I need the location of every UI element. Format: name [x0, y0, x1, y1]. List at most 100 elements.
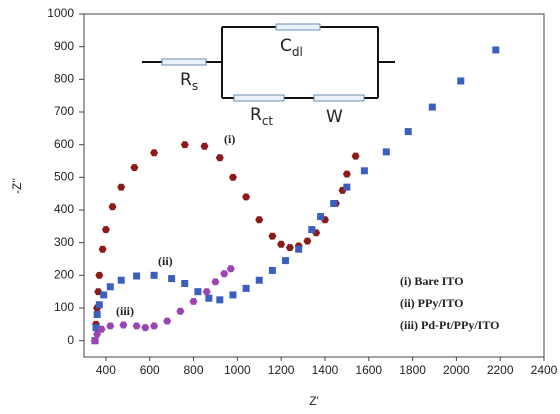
data-point [130, 164, 139, 171]
circuit-label-main: W [326, 107, 343, 127]
data-point [150, 322, 159, 330]
annotation: (i) [224, 132, 235, 146]
x-tick-label: 1600 [355, 363, 382, 377]
data-point [150, 271, 158, 279]
x-axis-label: Z' [309, 394, 319, 408]
legend-entry: (i) Bare ITO [400, 274, 464, 288]
data-point [220, 270, 229, 278]
circuit-label: Cdl [280, 36, 303, 59]
circuit-label-main: R [250, 105, 262, 125]
data-point [93, 311, 101, 319]
annotation: (iii) [116, 304, 134, 318]
data-point [91, 337, 99, 345]
y-tick-label: 600 [54, 137, 74, 151]
data-point [382, 148, 390, 156]
x-tick-label: 600 [140, 363, 160, 377]
data-point [101, 226, 110, 234]
data-point [106, 322, 115, 330]
y-tick-label: 700 [54, 104, 74, 118]
data-point [308, 226, 316, 234]
y-axis-label: -Z'' [10, 178, 24, 194]
data-point [277, 240, 286, 248]
data-point [282, 257, 290, 265]
legend-entry: (ii) PPy/ITO [400, 296, 463, 310]
circuit-label: Rct [250, 105, 273, 128]
y-tick-label: 1000 [47, 6, 74, 20]
data-point [351, 152, 360, 160]
x-tick-label: 1200 [268, 363, 295, 377]
data-point [457, 77, 465, 85]
circuit-label: Rs [180, 70, 198, 93]
data-point [117, 183, 126, 191]
data-point [404, 128, 412, 136]
data-point [98, 245, 107, 253]
data-point [194, 288, 202, 296]
data-point [181, 280, 189, 287]
data-point [108, 203, 117, 211]
data-point [303, 237, 312, 245]
data-point [268, 232, 277, 240]
data-point [242, 284, 250, 292]
data-point [100, 291, 108, 299]
data-point [180, 141, 189, 149]
data-point [317, 213, 325, 221]
data-point [343, 183, 351, 191]
data-point [94, 288, 103, 296]
y-tick-label: 400 [54, 202, 74, 216]
data-point [492, 46, 500, 54]
data-point [255, 276, 263, 284]
y-tick-label: 100 [54, 300, 74, 314]
data-point [150, 149, 159, 157]
circuit-label-sub: ct [262, 114, 274, 128]
data-point [132, 322, 141, 330]
circuit-label-sub: s [192, 79, 198, 93]
data-point [176, 307, 185, 315]
data-point [229, 291, 237, 299]
data-point [95, 301, 103, 309]
x-tick-label: 2200 [487, 363, 514, 377]
data-point [229, 173, 237, 181]
data-point [285, 244, 294, 251]
circuit-label-main: R [180, 70, 192, 90]
data-point [133, 272, 141, 280]
data-point [202, 288, 211, 296]
data-point [95, 271, 104, 279]
x-tick-label: 400 [96, 363, 116, 377]
data-point [342, 170, 351, 178]
y-tick-label: 200 [54, 268, 74, 282]
annotation: (ii) [158, 254, 173, 268]
y-tick-label: 800 [54, 72, 74, 86]
y-tick-label: 300 [54, 235, 74, 249]
data-point [97, 325, 106, 333]
plot-frame [83, 13, 545, 358]
data-point [119, 321, 128, 329]
data-point [226, 265, 235, 273]
data-point [211, 278, 220, 286]
data-point [163, 317, 172, 325]
circuit-label-main: C [280, 36, 292, 56]
data-point [189, 298, 198, 305]
data-point [200, 142, 209, 150]
data-point [295, 245, 303, 253]
x-tick-label: 1000 [224, 363, 251, 377]
data-point [106, 283, 114, 291]
data-point [215, 154, 224, 162]
data-point [117, 276, 125, 284]
data-point [330, 199, 338, 207]
data-point [205, 294, 213, 302]
data-point [268, 266, 276, 274]
legend-entry: (iii) Pd-Pt/PPy/ITO [400, 318, 499, 332]
data-point [168, 275, 176, 283]
x-tick-label: 800 [184, 363, 204, 377]
x-tick-label: 2400 [531, 363, 558, 377]
circuit-diagram [142, 23, 395, 102]
y-tick-label: 0 [67, 333, 74, 347]
data-point [242, 193, 251, 201]
data-point [428, 103, 436, 111]
data-point [255, 216, 264, 224]
x-tick-label: 2000 [443, 363, 470, 377]
circuit-label-sub: dl [292, 45, 303, 59]
circuit-label: W [326, 107, 343, 127]
x-tick-label: 1800 [399, 363, 426, 377]
data-point [216, 296, 224, 304]
